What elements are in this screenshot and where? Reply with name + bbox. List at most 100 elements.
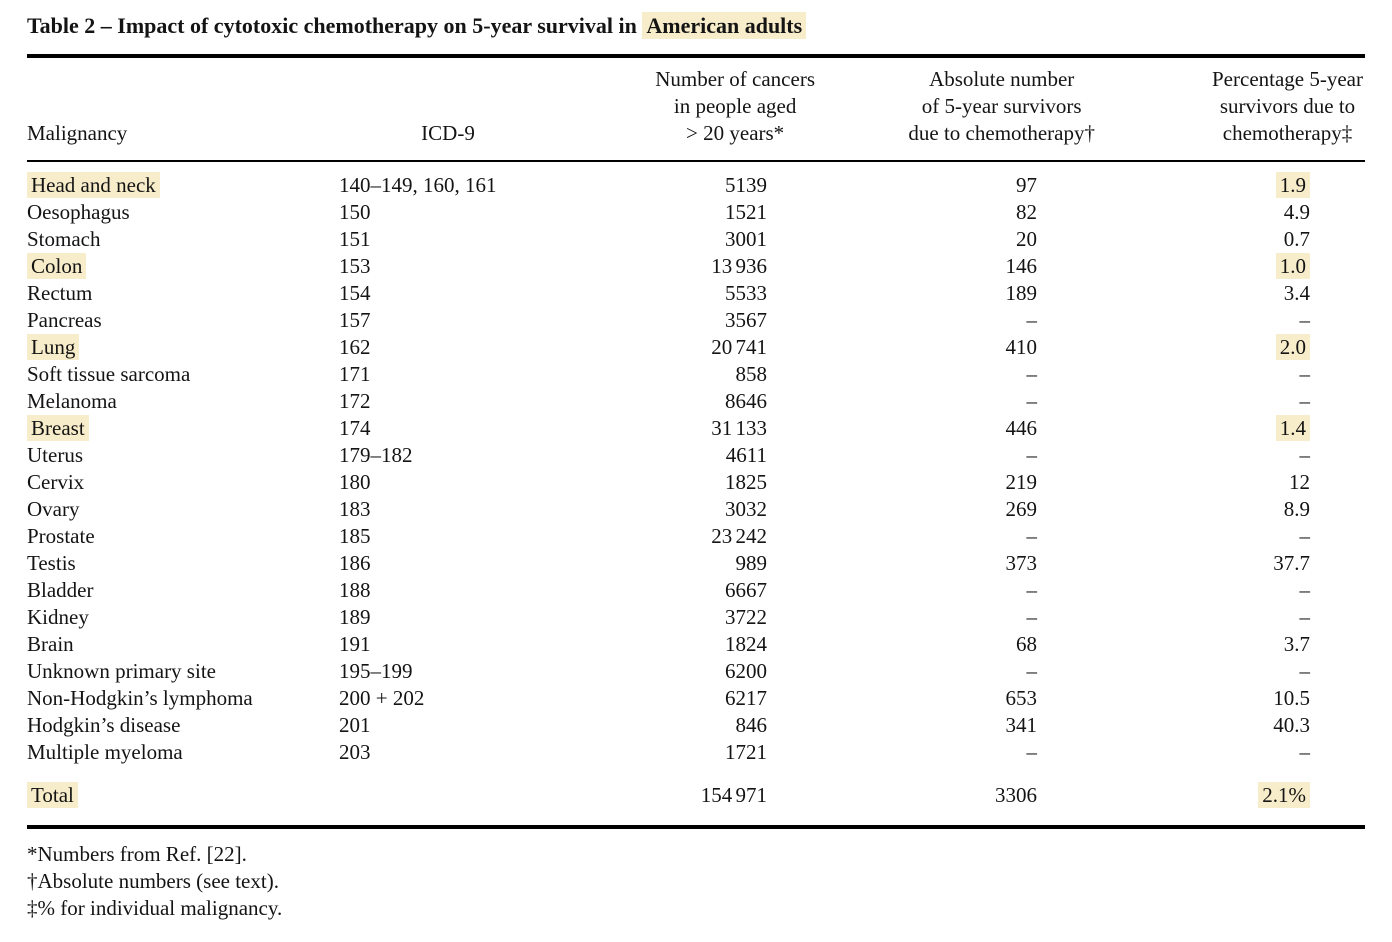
pct-cell: 2.0 [1107,334,1365,361]
malignancy-cell: Colon [27,253,327,280]
pct-cell: – [1299,578,1311,602]
survivors-cell: 373 [1005,551,1038,575]
cancers-cell: 1521 [725,200,767,224]
pct-cell: 12 [1289,470,1310,494]
icd9-cell: 200 + 202 [339,686,425,710]
icd9-cell: 153 [339,254,371,278]
total-pct-cell: 2.1% [1107,766,1365,825]
cancers-cell: 1721 [725,740,767,764]
survivors-cell: – [1026,389,1038,413]
survivors-cell: – [1026,578,1038,602]
malignancy-cell: Melanoma [27,389,117,413]
top-rule [27,54,1365,58]
malignancy-cell: Oesophagus [27,200,130,224]
total-label-cell: Total [27,766,327,825]
table-row: Rectum 154 5533 189 3.4 [27,280,1365,307]
pct-cell: 3.4 [1283,281,1310,305]
table-row: Non-Hodgkin’s lymphoma 200 + 202 6217 653 10… [27,685,1365,712]
table-row: Brain 191 1824 68 3.7 [27,631,1365,658]
table-row: Unknown primary site 195–199 6200 – – [27,658,1365,685]
icd9-cell: 150 [339,200,371,224]
cancers-cell: 3722 [725,605,767,629]
pct-highlighted-value: 1.4 [1275,415,1310,441]
malignancy-cell: Pancreas [27,308,102,332]
cancers-cell: 989 [735,551,768,575]
footnote-percentage: ‡% for individual malignancy. [27,896,283,920]
total-survivors-cell: 3306 [995,783,1037,807]
survivors-cell: 446 [1005,416,1038,440]
pct-cell: – [1299,605,1311,629]
pct-cell: – [1299,740,1311,764]
survivors-cell: 410 [1005,335,1038,359]
pct-cell: 8.9 [1283,497,1310,521]
malignancy-cell: Rectum [27,281,93,305]
icd9-cell: 201 [339,713,371,737]
bottom-rule [27,825,1365,829]
cancers-cell: 3001 [725,227,767,251]
table-row: Kidney 189 3722 – – [27,604,1365,631]
table-row: Pancreas 157 3567 – – [27,307,1365,334]
total-label: Total [27,782,78,808]
paper-page: Table 2 – Impact of cytotoxic chemothera… [27,12,1365,920]
pct-cell: 0.7 [1283,227,1310,251]
table-row: Testis 186 989 373 37.7 [27,550,1365,577]
malignancy-highlighted-value: Lung [27,334,80,360]
table-row: Prostate 185 23 242 – – [27,523,1365,550]
table-row: Soft tissue sarcoma 171 858 – – [27,361,1365,388]
survivors-cell: 219 [1005,470,1038,494]
icd9-cell: 180 [339,470,371,494]
col-header-icd9: ICD-9 [327,58,557,162]
pct-cell: 40.3 [1273,713,1310,737]
survivors-cell: 269 [1005,497,1038,521]
pct-cell: 1.4 [1107,415,1365,442]
icd9-cell: 157 [339,308,371,332]
malignancy-cell: Prostate [27,524,95,548]
cancers-cell: 6217 [725,686,767,710]
table-header: Malignancy ICD-9 Number of cancers in peo… [27,58,1365,162]
icd9-cell: 203 [339,740,371,764]
survivors-cell: – [1026,659,1038,683]
pct-cell: – [1299,659,1311,683]
pct-cell: – [1299,362,1311,386]
cancers-cell: 846 [735,713,768,737]
malignancy-cell: Hodgkin’s disease [27,713,181,737]
table-caption: Table 2 – Impact of cytotoxic chemothera… [27,12,1365,40]
cancers-cell: 1824 [725,632,767,656]
cancers-cell: 6200 [725,659,767,683]
pct-highlighted-value: 1.9 [1275,172,1310,198]
col-header-survivors: Absolute number of 5-year survivors due to… [837,58,1107,162]
icd9-cell: 191 [339,632,371,656]
cancers-cell: 5533 [725,281,767,305]
cancers-cell: 31 133 [711,416,767,440]
pct-cell: 10.5 [1273,686,1310,710]
icd9-cell: 151 [339,227,371,251]
table-row: Multiple myeloma 203 1721 – – [27,739,1365,766]
malignancy-cell: Ovary [27,497,80,521]
survivors-cell: – [1026,443,1038,467]
malignancy-cell: Unknown primary site [27,659,216,683]
pct-cell: – [1299,524,1311,548]
table-row: Breast 174 31 133 446 1.4 [27,415,1365,442]
icd9-cell: 195–199 [339,659,413,683]
survivors-cell: 653 [1005,686,1038,710]
malignancy-highlighted-value: Head and neck [27,172,160,198]
header-row: Malignancy ICD-9 Number of cancers in peo… [27,58,1365,162]
table-row: Hodgkin’s disease 201 846 341 40.3 [27,712,1365,739]
total-row: Total 154 971 3306 2.1% [27,766,1365,825]
col-header-survivors-label: Absolute number of 5-year survivors due to… [908,67,1095,145]
malignancy-cell: Multiple myeloma [27,740,183,764]
malignancy-cell: Bladder [27,578,94,602]
cancers-cell: 3567 [725,308,767,332]
icd9-cell: 179–182 [339,443,413,467]
malignancy-cell: Non-Hodgkin’s lymphoma [27,686,253,710]
icd9-cell: 154 [339,281,371,305]
col-header-malignancy: Malignancy [27,58,327,162]
survivors-cell: – [1026,308,1038,332]
survivors-cell: 20 [1016,227,1037,251]
malignancy-cell: Brain [27,632,74,656]
pct-cell: – [1299,389,1311,413]
table-row: Head and neck 140–149, 160, 161 5139 97 1.9 [27,161,1365,199]
cancers-cell: 13 936 [711,254,767,278]
pct-cell: 3.7 [1283,632,1310,656]
total-pct-value: 2.1% [1258,782,1310,808]
